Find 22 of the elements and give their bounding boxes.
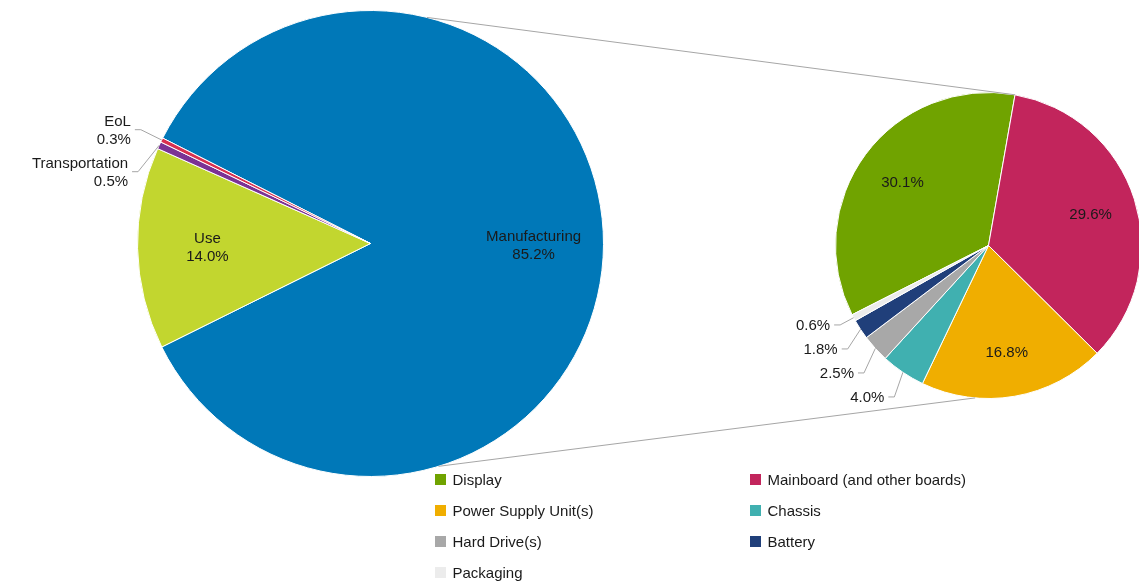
- data-label: 4.0%: [850, 388, 885, 406]
- data-label: 30.1%: [881, 173, 924, 191]
- data-label: 0.5%: [93, 172, 129, 190]
- legend-label: Battery: [767, 533, 816, 550]
- slice-label: Transportation: [31, 154, 129, 172]
- data-label: 14.0%: [186, 247, 229, 265]
- legend-label: Mainboard (and other boards): [767, 471, 966, 488]
- legend-label: Packaging: [452, 564, 523, 581]
- data-label: 16.8%: [985, 342, 1029, 360]
- data-label: 0.6%: [795, 316, 831, 334]
- data-label: 0.3%: [96, 130, 131, 148]
- slice-label: EoL: [104, 112, 131, 130]
- legend-label: Hard Drive(s): [452, 533, 542, 550]
- data-label: 2.5%: [819, 364, 855, 382]
- legend-label: Chassis: [767, 502, 821, 519]
- legend-label: Display: [452, 471, 503, 488]
- slice-label: Manufacturing: [486, 226, 582, 244]
- data-label: 29.6%: [1069, 204, 1112, 222]
- data-label: 85.2%: [512, 244, 555, 262]
- slice-label: Use: [194, 229, 221, 247]
- data-label: 1.8%: [803, 340, 838, 358]
- legend-label: Power Supply Unit(s): [452, 502, 594, 519]
